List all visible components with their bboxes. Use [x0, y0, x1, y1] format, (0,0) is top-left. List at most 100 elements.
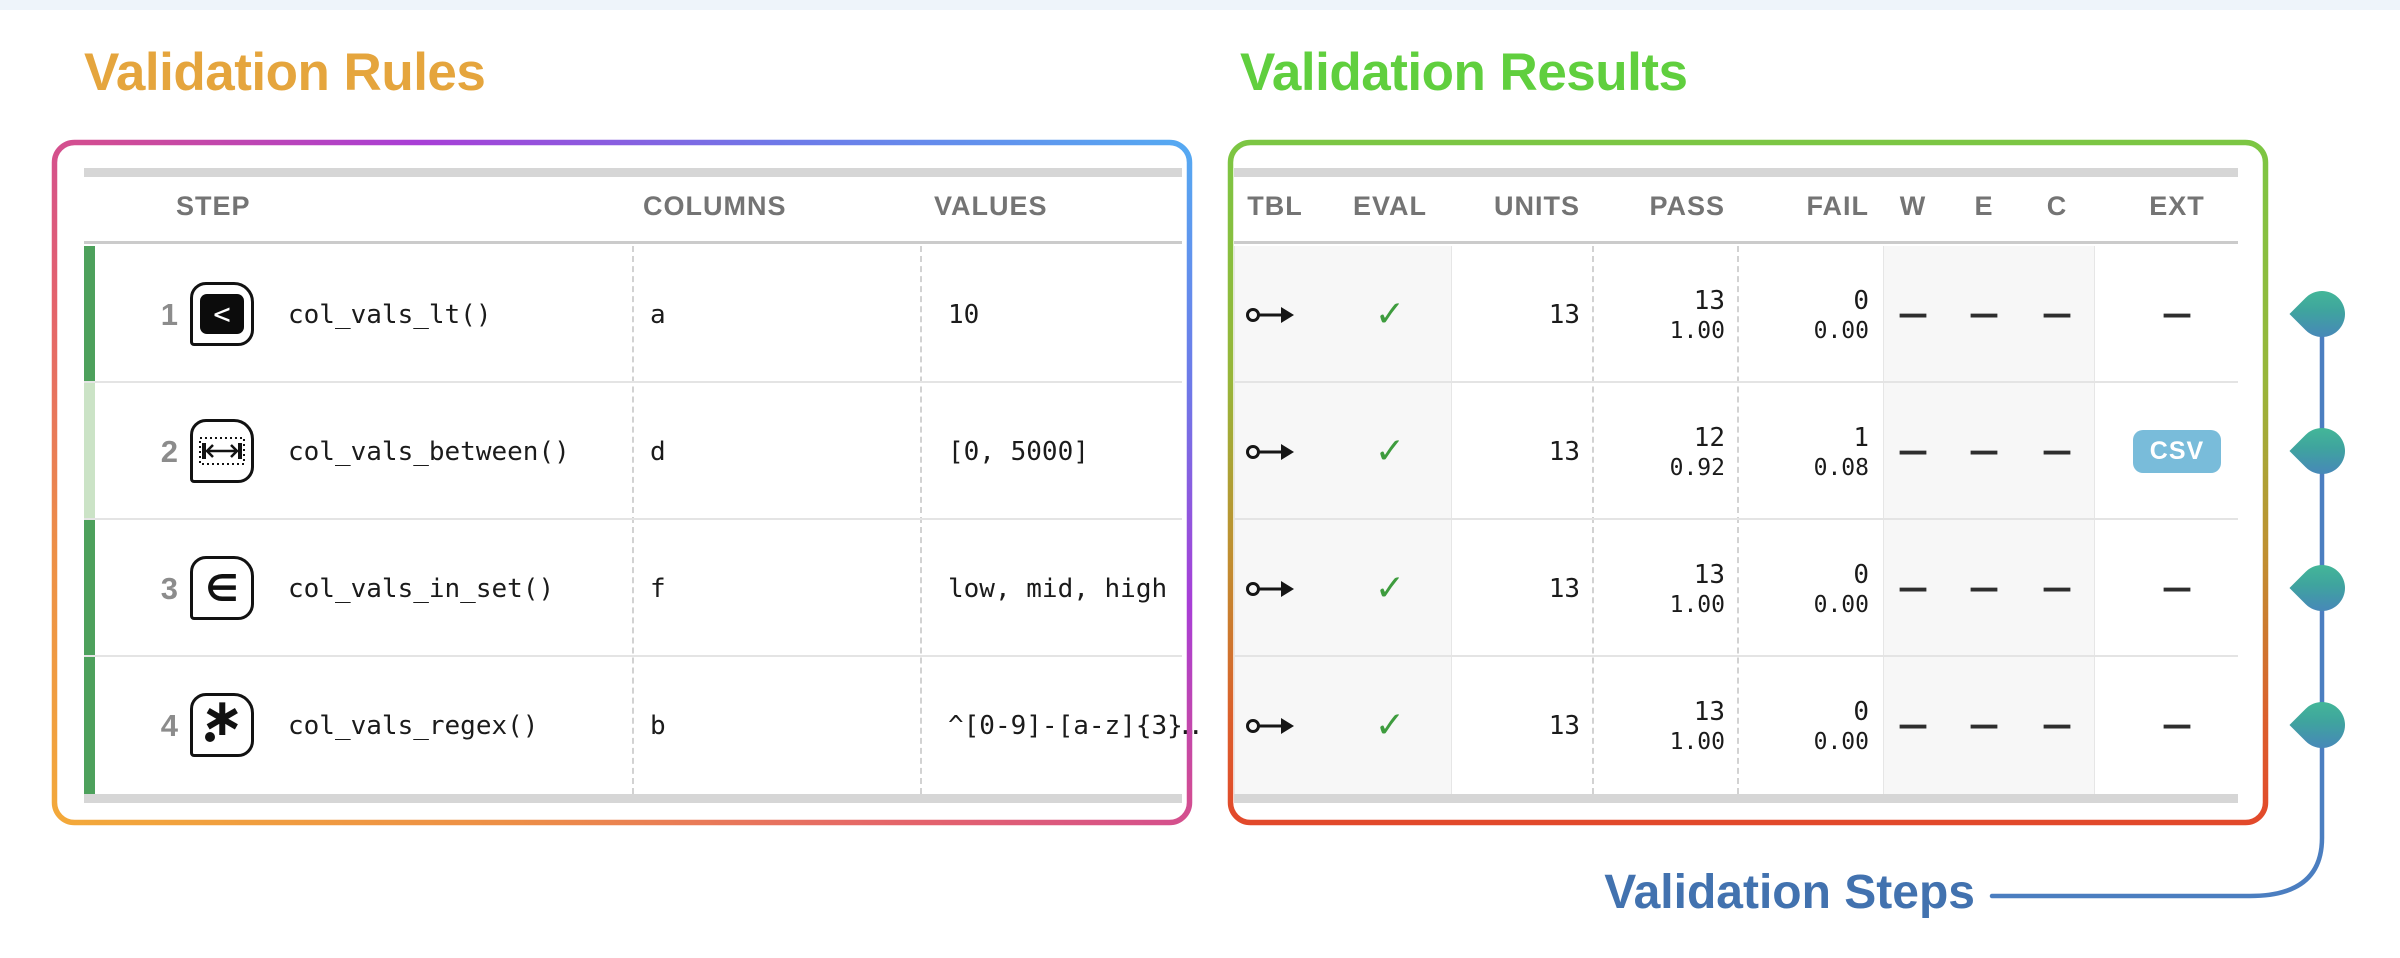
header-pass: PASS — [1649, 190, 1725, 221]
pass-values: 13 1.00 — [1609, 520, 1725, 657]
steps-region-title: Validation Steps — [1604, 866, 1975, 919]
rules-region-title: Validation Rules — [84, 43, 486, 102]
table-row: 3 ∈ col_vals_in_set() f low, mid, high ✓… — [84, 520, 2238, 657]
top-band — [0, 0, 2400, 10]
table-top-bar-left — [84, 168, 1182, 177]
columns-value: f — [650, 573, 666, 604]
step-function: col_vals_regex() — [288, 710, 539, 741]
header-fail: FAIL — [1806, 190, 1869, 221]
status-strip — [84, 383, 95, 520]
between-icon — [190, 419, 254, 483]
fail-fraction: 0.08 — [1813, 454, 1869, 481]
table-row: 1 < col_vals_lt() a 10 ✓ 13 13 1.00 0 0.… — [84, 246, 2238, 383]
pass-fraction: 1.00 — [1669, 728, 1725, 755]
columns-value: b — [650, 710, 666, 741]
header-step: STEP — [176, 190, 251, 221]
header-c: C — [2046, 190, 2068, 221]
step-number: 1 — [160, 296, 178, 332]
status-strip — [84, 520, 95, 657]
warn-cell: — — [1898, 297, 1928, 332]
values-value: [0, 5000] — [948, 436, 1089, 467]
row-separator — [84, 655, 1182, 657]
error-cell: — — [1969, 434, 1999, 469]
pass-count: 13 — [1693, 285, 1725, 316]
header-columns: COLUMNS — [643, 190, 787, 221]
extract-cell: — — [2162, 297, 2192, 332]
tbl-icon — [1240, 657, 1300, 794]
fail-values: 1 0.08 — [1753, 383, 1869, 520]
pass-values: 13 1.00 — [1609, 246, 1725, 383]
eval-check-icon: ✓ — [1374, 705, 1406, 746]
csv-download-button[interactable]: CSV — [2132, 430, 2222, 473]
row-separator — [1234, 655, 2238, 657]
warn-cell: — — [1898, 708, 1928, 743]
eval-check-icon: ✓ — [1374, 294, 1406, 335]
pass-fraction: 1.00 — [1669, 317, 1725, 344]
error-cell: — — [1969, 297, 1999, 332]
fail-values: 0 0.00 — [1753, 520, 1869, 657]
tbl-icon — [1240, 246, 1300, 383]
columns-value: a — [650, 299, 666, 330]
critical-cell: — — [2042, 708, 2072, 743]
tbl-icon — [1240, 520, 1300, 657]
step-marker-dot — [2289, 418, 2355, 484]
header-tbl: TBL — [1247, 190, 1303, 221]
step-marker-dot — [2289, 692, 2355, 758]
critical-cell: — — [2042, 571, 2072, 606]
units-value: 13 — [1548, 299, 1580, 330]
step-function: col_vals_between() — [288, 436, 570, 467]
step-function: col_vals_in_set() — [288, 573, 555, 604]
pass-count: 13 — [1693, 696, 1725, 727]
units-value: 13 — [1548, 436, 1580, 467]
fail-values: 0 0.00 — [1753, 657, 1869, 794]
table-row: 2 col_vals_between() d [0, 5000] ✓ 13 12… — [84, 383, 2238, 520]
fail-count: 0 — [1853, 285, 1869, 316]
fail-count: 0 — [1853, 559, 1869, 590]
extract-cell: — — [2162, 708, 2192, 743]
values-value: 10 — [948, 299, 980, 330]
pass-values: 12 0.92 — [1609, 383, 1725, 520]
row-separator — [84, 381, 1182, 383]
results-region-title: Validation Results — [1240, 43, 1688, 102]
values-value: ^[0-9]-[a-z]{3}… — [948, 710, 1199, 741]
step-number: 2 — [160, 433, 178, 469]
header-e: E — [1974, 190, 1994, 221]
header-eval: EVAL — [1353, 190, 1428, 221]
units-value: 13 — [1548, 710, 1580, 741]
eval-check-icon: ✓ — [1374, 568, 1406, 609]
pass-fraction: 0.92 — [1669, 454, 1725, 481]
dot-glyph — [205, 732, 215, 742]
extract-cell: CSV — [2127, 383, 2227, 520]
table-bottom-bar-left — [84, 794, 1182, 803]
row-separator — [1234, 518, 2238, 520]
pass-count: 12 — [1693, 422, 1725, 453]
columns-value: d — [650, 436, 666, 467]
error-cell: — — [1969, 571, 1999, 606]
fail-fraction: 0.00 — [1813, 317, 1869, 344]
critical-cell: — — [2042, 297, 2072, 332]
less-than-glyph: < — [200, 294, 244, 334]
header-underline-left — [84, 241, 1182, 244]
status-strip — [84, 657, 95, 794]
fail-count: 0 — [1853, 696, 1869, 727]
fail-fraction: 0.00 — [1813, 728, 1869, 755]
table-bottom-bar-right — [1234, 794, 2238, 803]
tbl-icon — [1240, 383, 1300, 520]
header-w: W — [1899, 190, 1927, 221]
step-number: 4 — [160, 707, 178, 743]
regex-icon: ∗ — [190, 689, 254, 757]
status-strip — [84, 246, 95, 383]
warn-cell: — — [1898, 434, 1928, 469]
eval-check-icon: ✓ — [1374, 431, 1406, 472]
table-row: 4 ∗ col_vals_regex() b ^[0-9]-[a-z]{3}… … — [84, 657, 2238, 794]
step-number: 3 — [160, 570, 178, 606]
element-of-glyph: ∈ — [205, 566, 239, 610]
fail-values: 0 0.00 — [1753, 246, 1869, 383]
error-cell: — — [1969, 708, 1999, 743]
row-separator — [1234, 381, 2238, 383]
header-ext: EXT — [2149, 190, 2205, 221]
header-units: UNITS — [1494, 190, 1580, 221]
table-top-bar-right — [1234, 168, 2238, 177]
pass-fraction: 1.00 — [1669, 591, 1725, 618]
